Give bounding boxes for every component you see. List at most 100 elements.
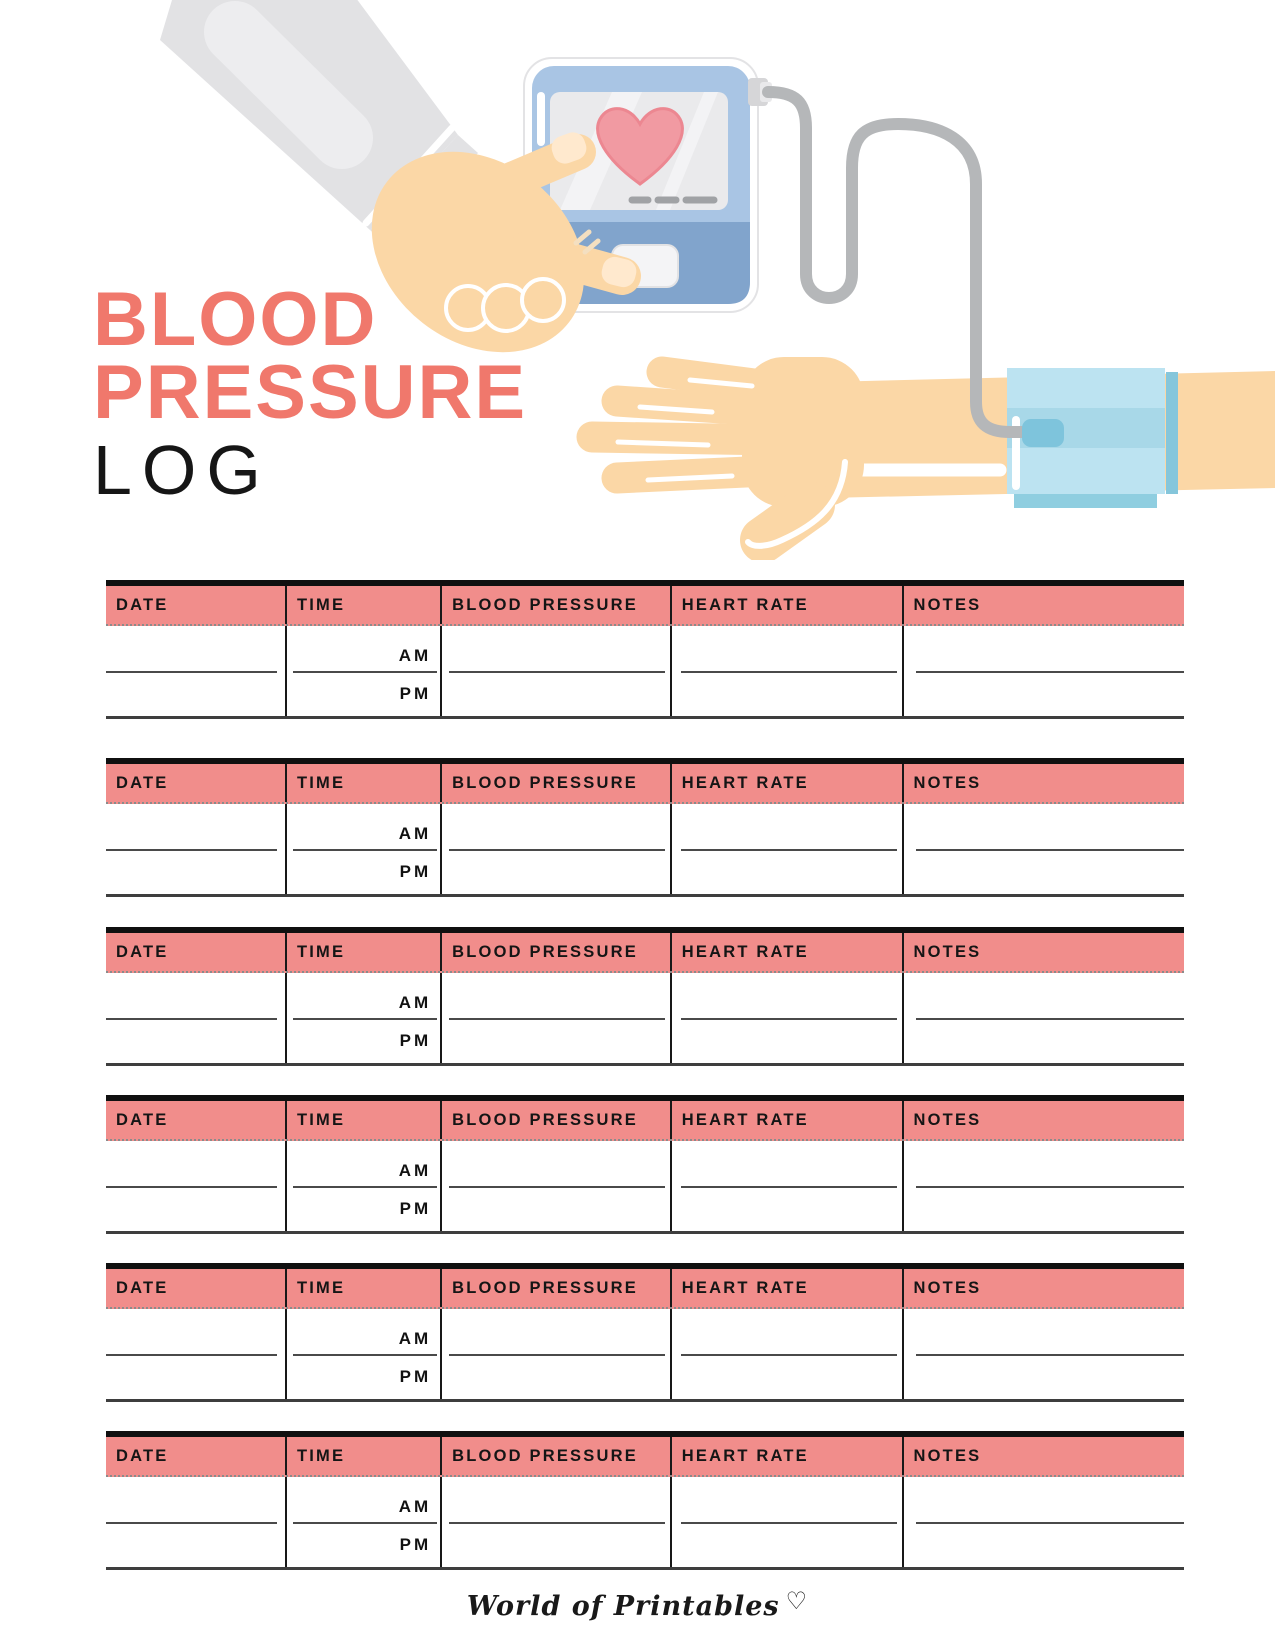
bp-measurement-illustration: [160, 0, 1275, 560]
am-row: AM: [106, 1477, 1184, 1524]
table-top-bar: [106, 1263, 1184, 1269]
log-table-2: DATE TIME BLOOD PRESSURE HEART RATE NOTE…: [106, 758, 1184, 897]
column-header-heart-rate: HEART RATE: [669, 1269, 902, 1307]
page-title: BLOOD PRESSURE LOG: [93, 277, 528, 510]
hr-fill-line: [669, 626, 902, 673]
table-top-bar: [106, 580, 1184, 586]
date-fill-line: [106, 1477, 285, 1524]
log-table-5: DATE TIME BLOOD PRESSURE HEART RATE NOTE…: [106, 1263, 1184, 1402]
table-bottom-bar: [106, 894, 1184, 897]
notes-fill-line: [901, 973, 1184, 1020]
am-label: AM: [398, 646, 432, 665]
brand-name: World of Printables: [466, 1591, 780, 1622]
time-am-cell: AM: [284, 1309, 440, 1356]
table-bottom-bar: [106, 716, 1184, 719]
title-line-log: LOG: [93, 431, 271, 509]
column-header-time: TIME: [284, 1437, 440, 1475]
time-pm-cell: PM: [284, 1187, 440, 1231]
table-top-bar: [106, 1431, 1184, 1437]
am-row: AM: [106, 973, 1184, 1020]
column-header-blood-pressure: BLOOD PRESSURE: [440, 1269, 670, 1307]
pm-label: PM: [399, 684, 432, 703]
pm-row: PM: [106, 1355, 1184, 1399]
notes-fill-line: [901, 626, 1184, 673]
pm-label: PM: [399, 1367, 432, 1386]
column-header-time: TIME: [284, 933, 440, 971]
column-header-time: TIME: [284, 586, 440, 624]
column-header-heart-rate: HEART RATE: [669, 1437, 902, 1475]
column-header-blood-pressure: BLOOD PRESSURE: [440, 1437, 670, 1475]
am-label: AM: [398, 993, 432, 1012]
column-header-notes: NOTES: [901, 933, 1184, 971]
date-fill-line: [106, 1141, 285, 1188]
bp-fill-line: [440, 626, 670, 673]
pm-label: PM: [399, 1535, 432, 1554]
table-bottom-bar: [106, 1063, 1184, 1066]
column-header-time: TIME: [284, 1101, 440, 1139]
date-fill-line: [106, 1309, 285, 1356]
table-top-bar: [106, 758, 1184, 764]
column-header-heart-rate: HEART RATE: [669, 586, 902, 624]
time-am-cell: AM: [284, 973, 440, 1020]
column-header-blood-pressure: BLOOD PRESSURE: [440, 764, 670, 802]
am-label: AM: [398, 1497, 432, 1516]
column-header-blood-pressure: BLOOD PRESSURE: [440, 933, 670, 971]
am-row: AM: [106, 1309, 1184, 1356]
date-fill-line: [106, 973, 285, 1020]
title-line-blood: BLOOD: [93, 277, 378, 362]
bp-fill-line: [440, 973, 670, 1020]
column-header-date: DATE: [116, 1447, 169, 1465]
brand-footer: World of Printables ♡: [0, 1586, 1275, 1622]
hr-fill-line: [669, 973, 902, 1020]
pm-label: PM: [399, 1031, 432, 1050]
date-fill-line: [106, 626, 285, 673]
am-row: AM: [106, 804, 1184, 851]
time-pm-cell: PM: [284, 1355, 440, 1399]
table-header-row: DATE TIME BLOOD PRESSURE HEART RATE NOTE…: [106, 1437, 1184, 1477]
notes-fill-line: [901, 1309, 1184, 1356]
hr-fill-line: [669, 1477, 902, 1524]
pm-row: PM: [106, 850, 1184, 894]
log-table-4: DATE TIME BLOOD PRESSURE HEART RATE NOTE…: [106, 1095, 1184, 1234]
am-row: AM: [106, 1141, 1184, 1188]
time-pm-cell: PM: [284, 850, 440, 894]
column-header-time: TIME: [284, 1269, 440, 1307]
table-header-row: DATE TIME BLOOD PRESSURE HEART RATE NOTE…: [106, 933, 1184, 973]
pm-row: PM: [106, 1187, 1184, 1231]
column-header-time: TIME: [284, 764, 440, 802]
log-table-1: DATE TIME BLOOD PRESSURE HEART RATE NOTE…: [106, 580, 1184, 719]
am-label: AM: [398, 1329, 432, 1348]
notes-fill-line: [901, 1477, 1184, 1524]
pm-row: PM: [106, 1019, 1184, 1063]
column-header-heart-rate: HEART RATE: [669, 764, 902, 802]
am-row: AM: [106, 626, 1184, 673]
patient-hand: [573, 353, 864, 560]
fingernail: [551, 132, 587, 164]
table-header-row: DATE TIME BLOOD PRESSURE HEART RATE NOTE…: [106, 1101, 1184, 1141]
log-table-6: DATE TIME BLOOD PRESSURE HEART RATE NOTE…: [106, 1431, 1184, 1570]
column-header-date: DATE: [116, 596, 169, 614]
column-header-date: DATE: [116, 774, 169, 792]
column-header-blood-pressure: BLOOD PRESSURE: [440, 1101, 670, 1139]
time-am-cell: AM: [284, 626, 440, 673]
table-top-bar: [106, 1095, 1184, 1101]
column-header-date: DATE: [116, 1279, 169, 1297]
bp-fill-line: [440, 1309, 670, 1356]
table-header-row: DATE TIME BLOOD PRESSURE HEART RATE NOTE…: [106, 1269, 1184, 1309]
column-header-blood-pressure: BLOOD PRESSURE: [440, 586, 670, 624]
hr-fill-line: [669, 1309, 902, 1356]
column-header-notes: NOTES: [901, 586, 1184, 624]
heart-icon: [596, 107, 684, 186]
heart-outline-icon: ♡: [785, 1586, 809, 1615]
column-header-heart-rate: HEART RATE: [669, 1101, 902, 1139]
title-line-pressure: PRESSURE: [93, 350, 528, 435]
monitor-screen: [550, 92, 728, 210]
date-fill-line: [106, 804, 285, 851]
time-am-cell: AM: [284, 804, 440, 851]
column-header-notes: NOTES: [901, 764, 1184, 802]
notes-fill-line: [901, 804, 1184, 851]
bp-fill-line: [440, 1141, 670, 1188]
hr-fill-line: [669, 804, 902, 851]
pm-label: PM: [399, 862, 432, 881]
